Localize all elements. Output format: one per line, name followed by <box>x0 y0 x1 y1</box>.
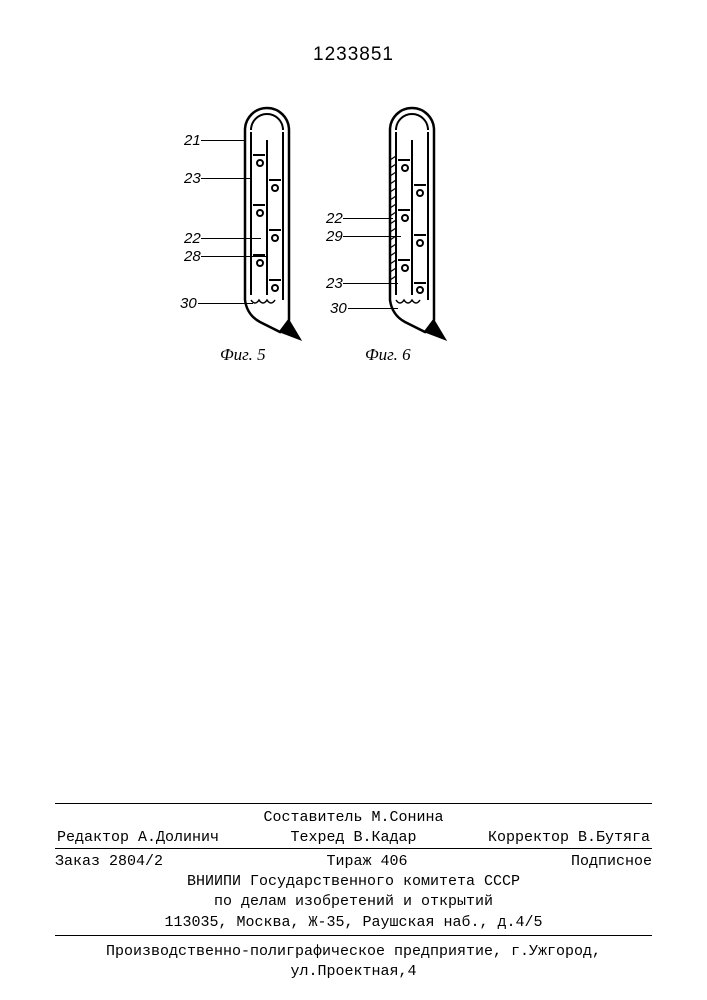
divider <box>55 935 652 936</box>
ref-22b: 22 <box>326 210 343 227</box>
leader <box>343 236 401 237</box>
vniipi-block: ВНИИПИ Государственного комитета СССР по… <box>55 872 652 933</box>
leader <box>201 178 251 179</box>
leader <box>343 218 393 219</box>
ref-23b: 23 <box>326 275 343 292</box>
patent-number: 1233851 <box>0 44 707 66</box>
leader <box>201 256 266 257</box>
leader <box>198 303 253 304</box>
leader <box>348 308 398 309</box>
order-no: Заказ 2804/2 <box>55 852 163 872</box>
ref-30: 30 <box>180 295 197 312</box>
figure-5 <box>205 100 305 360</box>
vniipi-line3: 113035, Москва, Ж-35, Раушская наб., д.4… <box>55 913 652 933</box>
editor: Редактор А.Долинич <box>57 828 219 848</box>
patent-page: 1233851 <box>0 0 707 1000</box>
ref-29: 29 <box>326 228 343 245</box>
ref-21: 21 <box>184 132 201 149</box>
fig6-caption: Фиг. 6 <box>365 345 411 365</box>
ref-30b: 30 <box>330 300 347 317</box>
compiler-line: Составитель М.Сонина <box>55 808 652 828</box>
ref-23: 23 <box>184 170 201 187</box>
order-row: Заказ 2804/2 Тираж 406 Подписное <box>55 852 652 872</box>
fig5-caption: Фиг. 5 <box>220 345 266 365</box>
printing-line: Производственно-полиграфическое предприя… <box>55 942 652 983</box>
figure-6 <box>350 100 460 360</box>
divider <box>55 803 652 804</box>
subscription: Подписное <box>571 852 652 872</box>
ref-22: 22 <box>184 230 201 247</box>
techred: Техред В.Кадар <box>290 828 416 848</box>
figures-area: 21 23 22 28 30 Фиг. 5 <box>150 100 510 420</box>
circulation: Тираж 406 <box>327 852 408 872</box>
leader <box>201 140 246 141</box>
divider <box>55 848 652 849</box>
credits-block: Составитель М.Сонина Редактор А.Долинич … <box>55 808 652 849</box>
vniipi-line2: по делам изобретений и открытий <box>55 892 652 912</box>
credits-row: Редактор А.Долинич Техред В.Кадар Коррек… <box>55 828 652 848</box>
vniipi-line1: ВНИИПИ Государственного комитета СССР <box>55 872 652 892</box>
ref-28: 28 <box>184 248 201 265</box>
corrector: Корректор В.Бутяга <box>488 828 650 848</box>
leader <box>201 238 261 239</box>
leader <box>343 283 398 284</box>
